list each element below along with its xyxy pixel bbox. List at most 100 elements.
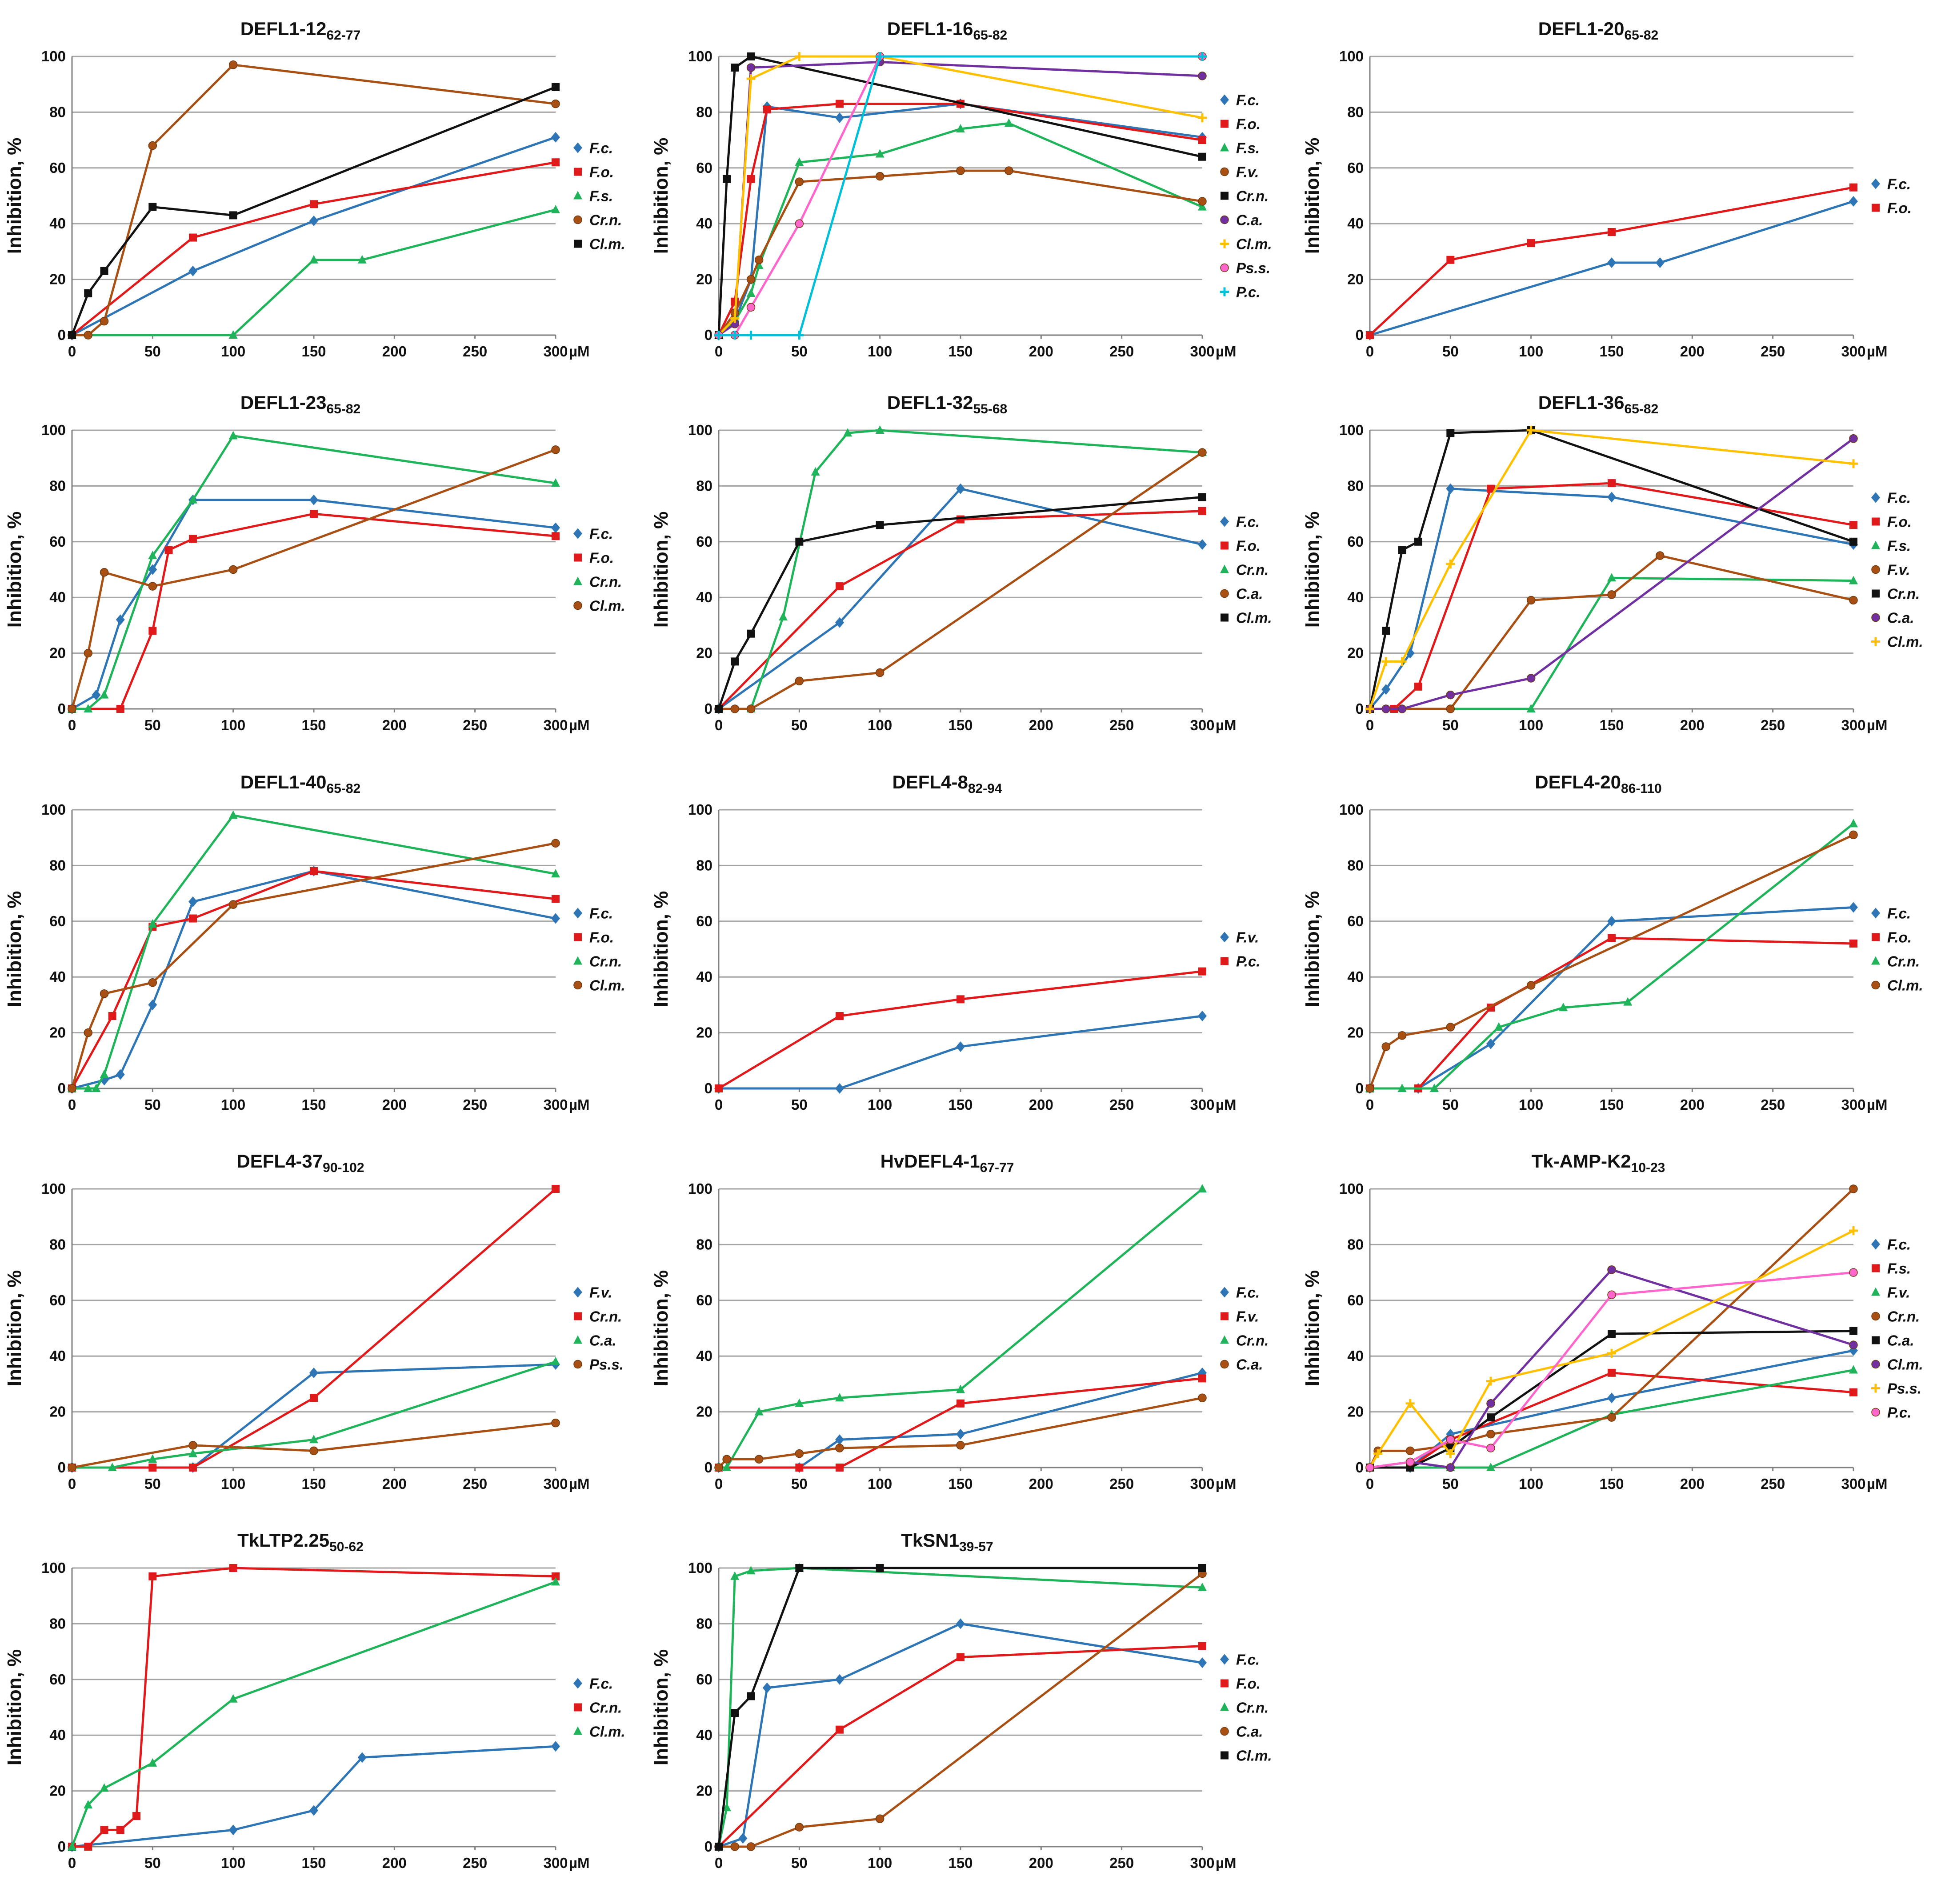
data-point [1487,1413,1495,1422]
data-point [100,568,109,577]
series-F.c. [68,494,560,714]
data-point [100,316,109,326]
series-Cl.m. [715,1564,1206,1851]
data-point [1366,331,1374,339]
legend-entry: Cl.m. [1221,610,1272,626]
legend-label: Cr.n. [589,574,622,590]
data-point [723,175,731,183]
legend-entry: F.o. [1872,929,1912,946]
data-point [552,895,560,903]
data-point [1414,682,1422,691]
legend-marker [1871,1287,1880,1296]
y-tick-label: 20 [1347,645,1364,661]
data-point [551,1418,560,1428]
data-point [148,978,157,987]
data-point [1656,551,1665,560]
data-point [1607,1348,1616,1358]
x-tick-label: 100 [1519,717,1543,733]
y-tick-label: 100 [41,801,66,818]
chart-title: Tk-AMP-K210-23 [1532,1151,1665,1175]
series-Cr.n. [715,52,1206,339]
series-Cl.m. [68,445,560,713]
x-tick-label: 50 [144,1096,161,1113]
legend-entry: Cl.m. [1871,1356,1923,1373]
data-point [762,1682,772,1693]
legend-marker [1220,564,1229,573]
legend-label: Cl.m. [1236,236,1272,252]
chart-title-main: DEFL4-8 [892,772,968,792]
data-point [1198,72,1207,80]
chart-panel-2: 0 20 40 60 80 100 0 50 100 150 200 250 300 µM Inhibiti… [650,18,1272,360]
data-point [835,112,844,123]
data-point [1405,1399,1415,1408]
data-point [730,1842,740,1851]
data-point [1608,228,1616,236]
series-line [72,870,556,1090]
series-line [718,103,1203,336]
legend-entry: Cr.n. [573,953,622,970]
data-point [1198,448,1207,457]
x-tick-label: 150 [301,343,326,360]
data-point [551,99,560,108]
legend-entry: F.c. [573,905,613,922]
legend-marker [573,980,582,990]
x-tick-label: 300 [1190,1476,1214,1492]
data-point [1607,492,1616,503]
data-point [722,1463,732,1471]
y-tick-label: 0 [58,700,66,717]
legend-entry: F.v. [1871,562,1910,578]
legend-entry: F.s. [573,188,613,204]
chart-title-subscript: 39-57 [959,1540,993,1554]
series-line [1369,1271,1854,1469]
x-tick-label: 200 [382,1096,407,1113]
series-line [718,970,1203,1090]
data-point [1198,1582,1207,1591]
data-point [189,535,197,543]
data-point [1849,196,1858,207]
y-tick-label: 80 [1347,857,1364,873]
series-line [718,510,1203,710]
chart-title-subscript: 50-62 [329,1540,364,1554]
data-point [1607,916,1616,927]
legend-label: Cl.m. [589,236,625,252]
data-point [1559,1003,1568,1012]
legend-marker [573,215,582,224]
y-tick-label: 100 [1339,48,1364,64]
legend-label: Cl.m. [1236,1748,1272,1764]
data-point [1198,52,1207,61]
legend-label: Cl.m. [1887,977,1923,994]
x-tick-label: 300 [543,1855,568,1871]
data-point [795,219,804,228]
data-point [835,1444,844,1452]
legend-marker [1220,1287,1229,1298]
data-point [835,1393,844,1402]
data-point [84,1084,93,1092]
x-tick-label: 50 [791,717,808,733]
data-point [357,1752,367,1763]
x-tick-label: 100 [1519,1476,1543,1492]
data-point [68,1842,76,1850]
data-point [1607,1265,1616,1274]
data-point [551,132,560,143]
x-tick-label: 300 [1841,717,1865,733]
series-line [1369,488,1854,710]
x-tick-label: 100 [221,717,245,733]
data-point [1198,1010,1207,1021]
chart-title-subscript: 62-77 [326,28,360,43]
x-tick-label: 150 [1599,1476,1624,1492]
chart-title-main: DEFL1-32 [887,392,973,413]
x-unit-label: µM [1216,343,1237,360]
data-point [1849,459,1858,468]
x-tick-label: 0 [715,1476,723,1492]
legend-marker [1220,589,1229,598]
data-point [795,1464,804,1472]
data-point [1849,183,1857,192]
chart-panel-10: 0 20 40 60 80 100 0 50 100 150 200 250 300 µM Inhibiti… [4,1151,624,1492]
data-point [876,1564,884,1572]
legend-marker [1220,167,1229,176]
data-point [746,74,756,84]
legend-marker [1872,933,1880,941]
y-tick-label: 40 [696,1727,712,1743]
legend-label: F.s. [589,188,613,204]
y-tick-label: 60 [696,533,712,550]
